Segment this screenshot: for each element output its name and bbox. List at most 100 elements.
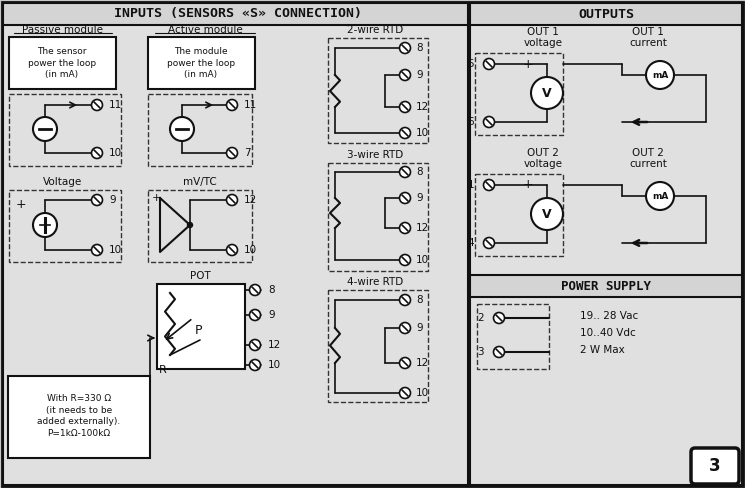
Circle shape	[92, 244, 103, 256]
Text: 10: 10	[416, 388, 429, 398]
Circle shape	[226, 147, 238, 159]
Text: With R=330 Ω
(it needs to be
added externally).
P=1kΩ-100kΩ: With R=330 Ω (it needs to be added exter…	[37, 394, 121, 438]
Text: 9: 9	[268, 310, 275, 320]
Text: +: +	[523, 179, 533, 191]
Text: 10..40 Vdc: 10..40 Vdc	[580, 328, 635, 338]
Bar	[3, 3, 468, 25]
Text: V: V	[542, 87, 552, 100]
Text: OUT 2: OUT 2	[527, 148, 559, 158]
Text: 2-wire RTD: 2-wire RTD	[347, 25, 403, 35]
Circle shape	[226, 195, 238, 205]
Text: 8: 8	[416, 167, 422, 177]
Bar	[148, 190, 252, 262]
Circle shape	[399, 255, 410, 265]
Bar	[470, 3, 742, 25]
Circle shape	[92, 100, 103, 110]
Text: 19.. 28 Vac: 19.. 28 Vac	[580, 311, 638, 321]
Text: 1: 1	[467, 180, 474, 190]
Text: 8: 8	[416, 295, 422, 305]
Bar	[328, 38, 428, 143]
Text: 11: 11	[109, 100, 122, 110]
Circle shape	[33, 213, 57, 237]
Text: 3: 3	[709, 457, 721, 475]
Circle shape	[33, 117, 57, 141]
Bar	[157, 284, 245, 369]
Text: mA: mA	[652, 71, 668, 80]
Text: current: current	[629, 38, 667, 48]
Text: Voltage: Voltage	[43, 177, 83, 187]
Bar	[8, 376, 150, 458]
Text: mA: mA	[652, 192, 668, 201]
Text: 2: 2	[478, 313, 484, 323]
Circle shape	[399, 223, 410, 233]
Circle shape	[399, 127, 410, 139]
Text: voltage: voltage	[524, 159, 562, 169]
Text: 10: 10	[268, 360, 281, 370]
Circle shape	[226, 244, 238, 256]
Bar	[9, 94, 121, 166]
Text: 12: 12	[416, 358, 429, 368]
Bar	[9, 37, 116, 89]
Circle shape	[250, 340, 261, 350]
Circle shape	[399, 294, 410, 305]
Text: INPUTS (SENSORS «S» CONNECTION): INPUTS (SENSORS «S» CONNECTION)	[114, 7, 362, 20]
Text: POWER SUPPLY: POWER SUPPLY	[561, 280, 651, 292]
Text: 12: 12	[416, 223, 429, 233]
Text: V: V	[542, 208, 552, 221]
Bar	[328, 290, 428, 402]
Text: The module
power the loop
(in mA): The module power the loop (in mA)	[167, 47, 235, 79]
Text: 3: 3	[478, 347, 484, 357]
Circle shape	[646, 61, 674, 89]
Text: 7: 7	[244, 148, 250, 158]
Text: current: current	[629, 159, 667, 169]
Circle shape	[188, 223, 192, 227]
Text: OUT 1: OUT 1	[527, 27, 559, 37]
Text: 3-wire RTD: 3-wire RTD	[347, 150, 403, 160]
Text: 9: 9	[416, 323, 422, 333]
Bar	[328, 163, 428, 271]
Text: P: P	[195, 324, 203, 337]
Circle shape	[646, 182, 674, 210]
Circle shape	[226, 100, 238, 110]
Text: +: +	[151, 193, 161, 203]
Bar	[475, 174, 563, 256]
Text: Passive module: Passive module	[22, 25, 104, 35]
Text: 4: 4	[467, 238, 474, 248]
Text: +: +	[16, 199, 26, 211]
Circle shape	[531, 77, 563, 109]
Circle shape	[484, 59, 495, 69]
Bar	[148, 37, 255, 89]
Text: 9: 9	[416, 70, 422, 80]
Circle shape	[399, 192, 410, 203]
Bar	[3, 3, 468, 485]
Circle shape	[399, 323, 410, 333]
Text: 10: 10	[416, 255, 429, 265]
Text: The sensor
power the loop
(in mA): The sensor power the loop (in mA)	[28, 47, 96, 79]
Bar	[148, 94, 252, 166]
Text: R: R	[159, 365, 167, 375]
Text: 11: 11	[244, 100, 257, 110]
Circle shape	[399, 166, 410, 178]
Text: 5: 5	[467, 59, 474, 69]
Circle shape	[92, 195, 103, 205]
Text: 10: 10	[109, 148, 122, 158]
Circle shape	[399, 387, 410, 399]
Circle shape	[484, 117, 495, 127]
Bar	[470, 275, 742, 297]
Circle shape	[92, 147, 103, 159]
Text: +: +	[523, 58, 533, 70]
Text: Active module: Active module	[168, 25, 242, 35]
Text: 4-wire RTD: 4-wire RTD	[347, 277, 403, 287]
Text: OUT 2: OUT 2	[632, 148, 664, 158]
Circle shape	[399, 69, 410, 81]
Text: 10: 10	[109, 245, 122, 255]
Circle shape	[484, 238, 495, 248]
Bar	[9, 190, 121, 262]
Text: OUT 1: OUT 1	[632, 27, 664, 37]
Circle shape	[493, 346, 504, 358]
Text: 2 W Max: 2 W Max	[580, 345, 625, 355]
Text: POT: POT	[190, 271, 210, 281]
Circle shape	[399, 102, 410, 113]
Text: mV/TC: mV/TC	[183, 177, 217, 187]
Circle shape	[399, 358, 410, 368]
